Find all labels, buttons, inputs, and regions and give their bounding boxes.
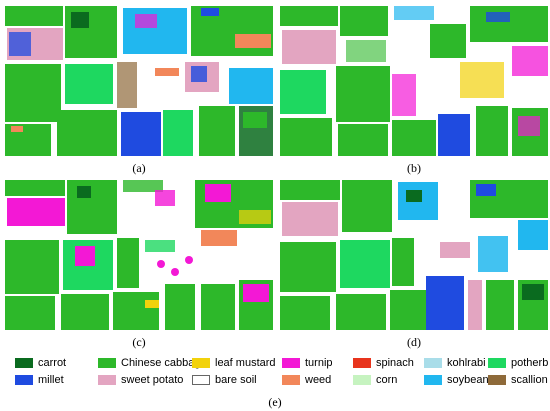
- map-b-graphic: [280, 6, 548, 156]
- legend-caption: (e): [268, 395, 282, 409]
- legend-swatch-potherb: [488, 358, 506, 368]
- class-legend: carrot Chinese cabbage leaf mustard turn…: [0, 353, 550, 393]
- legend-label: bare soil: [215, 374, 257, 386]
- legend-item-potherb: potherb: [488, 356, 548, 370]
- legend-swatch-scallion: [488, 375, 506, 385]
- map-d-graphic: [280, 180, 548, 330]
- legend-item-chinese-cabbage: Chinese cabbage: [98, 356, 207, 370]
- legend-label: leaf mustard: [215, 357, 276, 369]
- panel-caption-c: (c): [132, 335, 146, 349]
- legend-label: sweet potato: [121, 374, 184, 386]
- legend-label: carrot: [38, 357, 67, 369]
- classification-map-c: [5, 180, 273, 330]
- legend-label: spinach: [376, 357, 414, 369]
- legend-swatch-weed: [282, 375, 300, 385]
- legend-swatch-millet: [15, 375, 33, 385]
- legend-label: corn: [376, 374, 398, 386]
- legend-swatch-chinese-cabbage: [98, 358, 116, 368]
- panel-caption-b: (b): [407, 161, 421, 175]
- legend-swatch-sweet-potato: [98, 375, 116, 385]
- classification-map-b: [280, 6, 548, 156]
- legend-swatch-corn: [353, 375, 371, 385]
- legend-item-soybean: soybean: [424, 373, 489, 387]
- legend-item-scallion: scallion: [488, 373, 548, 387]
- legend-item-bare-soil: bare soil: [192, 373, 257, 387]
- classification-map-a: [5, 6, 273, 156]
- legend-label: scallion: [511, 374, 548, 386]
- legend-item-millet: millet: [15, 373, 64, 387]
- legend-item-carrot: carrot: [15, 356, 66, 370]
- legend-swatch-kohlrabi: [424, 358, 442, 368]
- legend-item-corn: corn: [353, 373, 397, 387]
- legend-item-spinach: spinach: [353, 356, 414, 370]
- legend-label: potherb: [511, 357, 549, 369]
- legend-label: turnip: [305, 357, 333, 369]
- legend-label: soybean: [447, 374, 489, 386]
- panel-caption-d: (d): [407, 335, 421, 349]
- legend-label: Chinese cabbage: [121, 357, 207, 369]
- legend-item-weed: weed: [282, 373, 331, 387]
- legend-item-turnip: turnip: [282, 356, 333, 370]
- legend-item-leaf-mustard: leaf mustard: [192, 356, 276, 370]
- legend-item-sweet-potato: sweet potato: [98, 373, 183, 387]
- legend-swatch-bare-soil: [192, 375, 210, 385]
- classification-map-d: [280, 180, 548, 330]
- legend-label: weed: [305, 374, 332, 386]
- legend-item-kohlrabi: kohlrabi: [424, 356, 486, 370]
- legend-swatch-leaf-mustard: [192, 358, 210, 368]
- legend-swatch-spinach: [353, 358, 371, 368]
- legend-swatch-soybean: [424, 375, 442, 385]
- legend-swatch-carrot: [15, 358, 33, 368]
- map-a-graphic: [5, 6, 273, 156]
- map-c-graphic: [5, 180, 273, 330]
- legend-swatch-turnip: [282, 358, 300, 368]
- legend-label: kohlrabi: [447, 357, 486, 369]
- legend-label: millet: [38, 374, 64, 386]
- panel-caption-a: (a): [132, 161, 146, 175]
